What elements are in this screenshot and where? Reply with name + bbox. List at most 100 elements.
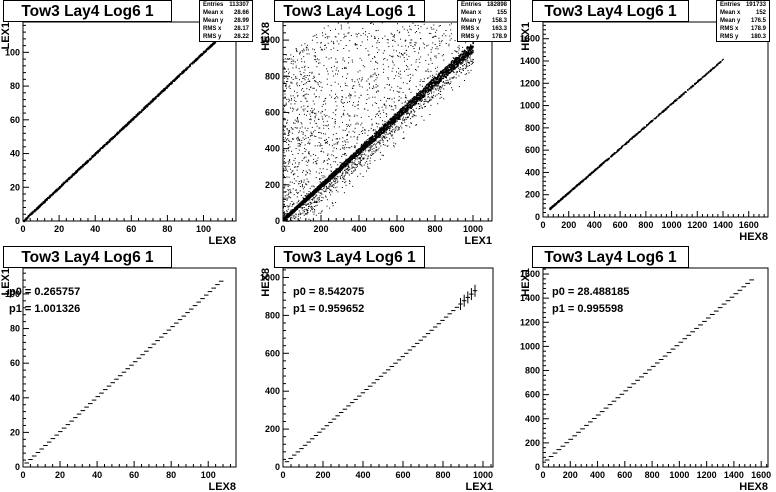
scatter-point	[433, 80, 435, 82]
scatter-point	[24, 218, 26, 220]
scatter-point	[289, 211, 291, 214]
scatter-point	[352, 156, 354, 159]
scatter-point	[461, 58, 463, 60]
scatter-point	[293, 122, 294, 124]
scatter-point	[326, 179, 329, 182]
scatter-point	[466, 54, 468, 56]
scatter-point	[452, 66, 454, 68]
scatter-point	[341, 166, 343, 169]
scatter-point	[369, 83, 370, 85]
scatter-point	[458, 58, 460, 60]
scatter-point	[403, 109, 404, 111]
scatter-point	[303, 56, 305, 58]
scatter-point	[400, 38, 402, 40]
scatter-point	[440, 78, 442, 81]
scatter-point	[404, 60, 405, 62]
scatter-point	[434, 44, 436, 45]
scatter-point	[295, 83, 297, 85]
scatter-point	[361, 144, 363, 147]
scatter-point	[321, 193, 323, 195]
scatter-point	[415, 98, 418, 100]
scatter-point	[324, 180, 326, 182]
scatter-point	[427, 87, 429, 89]
scatter-point	[459, 69, 460, 71]
scatter-point	[308, 159, 310, 161]
scatter-point	[317, 118, 319, 120]
scatter-point	[397, 115, 399, 117]
scatter-point	[362, 127, 364, 129]
scatter-point	[450, 69, 453, 71]
scatter-point	[184, 69, 186, 72]
scatter-point	[133, 116, 136, 118]
scatter-point	[381, 131, 384, 134]
scatter-point	[318, 191, 320, 193]
scatter-point	[284, 110, 286, 112]
scatter-point	[335, 202, 337, 203]
scatter-point	[95, 153, 97, 155]
scatter-point	[354, 154, 356, 157]
scatter-point	[135, 115, 137, 118]
scatter-point	[314, 80, 315, 82]
scatter-point	[398, 114, 400, 116]
scatter-point	[376, 42, 378, 44]
scatter-point	[387, 125, 389, 127]
scatter-point	[404, 111, 406, 114]
scatter-point	[135, 116, 137, 118]
scatter-point	[399, 91, 401, 93]
scatter-point	[324, 37, 326, 39]
scatter-point	[368, 139, 370, 142]
scatter-point	[283, 165, 285, 167]
scatter-point	[416, 96, 418, 98]
scatter-point	[130, 121, 132, 123]
scatter-point	[294, 157, 296, 159]
stats-value: 28.22	[233, 34, 249, 40]
scatter-point	[392, 118, 395, 121]
scatter-point	[340, 40, 342, 42]
scatter-point	[296, 118, 298, 119]
scatter-point	[299, 127, 301, 129]
scatter-point	[398, 113, 400, 115]
scatter-point	[307, 78, 309, 80]
scatter-point	[443, 75, 445, 77]
scatter-point	[293, 178, 295, 180]
scatter-point	[333, 43, 335, 45]
scatter-point	[179, 73, 182, 75]
scatter-point	[183, 71, 185, 73]
scatter-point	[462, 58, 464, 60]
scatter-point	[444, 68, 447, 70]
scatter-point	[119, 130, 122, 132]
scatter-point	[415, 94, 418, 97]
scatter-point	[383, 130, 386, 132]
scatter-point	[310, 195, 312, 197]
scatter-point	[193, 60, 195, 62]
scatter-point	[298, 199, 300, 201]
scatter-point	[287, 161, 289, 163]
scatter-point	[130, 119, 132, 121]
scatter-point	[399, 52, 401, 54]
scatter-point	[471, 46, 473, 48]
scatter-point	[370, 75, 372, 77]
scatter-point	[63, 182, 66, 184]
scatter-point	[378, 133, 380, 135]
scatter-point	[424, 94, 426, 96]
scatter-point	[414, 103, 416, 104]
scatter-point	[421, 107, 423, 109]
scatter-point	[155, 97, 157, 100]
scatter-point	[405, 109, 407, 111]
scatter-point	[392, 35, 394, 37]
scatter-point	[161, 90, 163, 92]
scatter-point	[413, 99, 416, 101]
scatter-point	[78, 167, 81, 169]
scatter-point	[440, 80, 442, 82]
scatter-point	[417, 66, 419, 68]
scatter-point	[454, 40, 456, 42]
scatter-point	[390, 32, 392, 34]
scatter-point	[321, 186, 323, 188]
scatter-point	[332, 173, 334, 176]
scatter-point	[351, 159, 353, 161]
scatter-point	[399, 109, 401, 112]
scatter-point	[461, 59, 463, 61]
scatter-point	[24, 219, 26, 221]
scatter-point	[295, 207, 297, 209]
scatter-point	[293, 209, 294, 211]
